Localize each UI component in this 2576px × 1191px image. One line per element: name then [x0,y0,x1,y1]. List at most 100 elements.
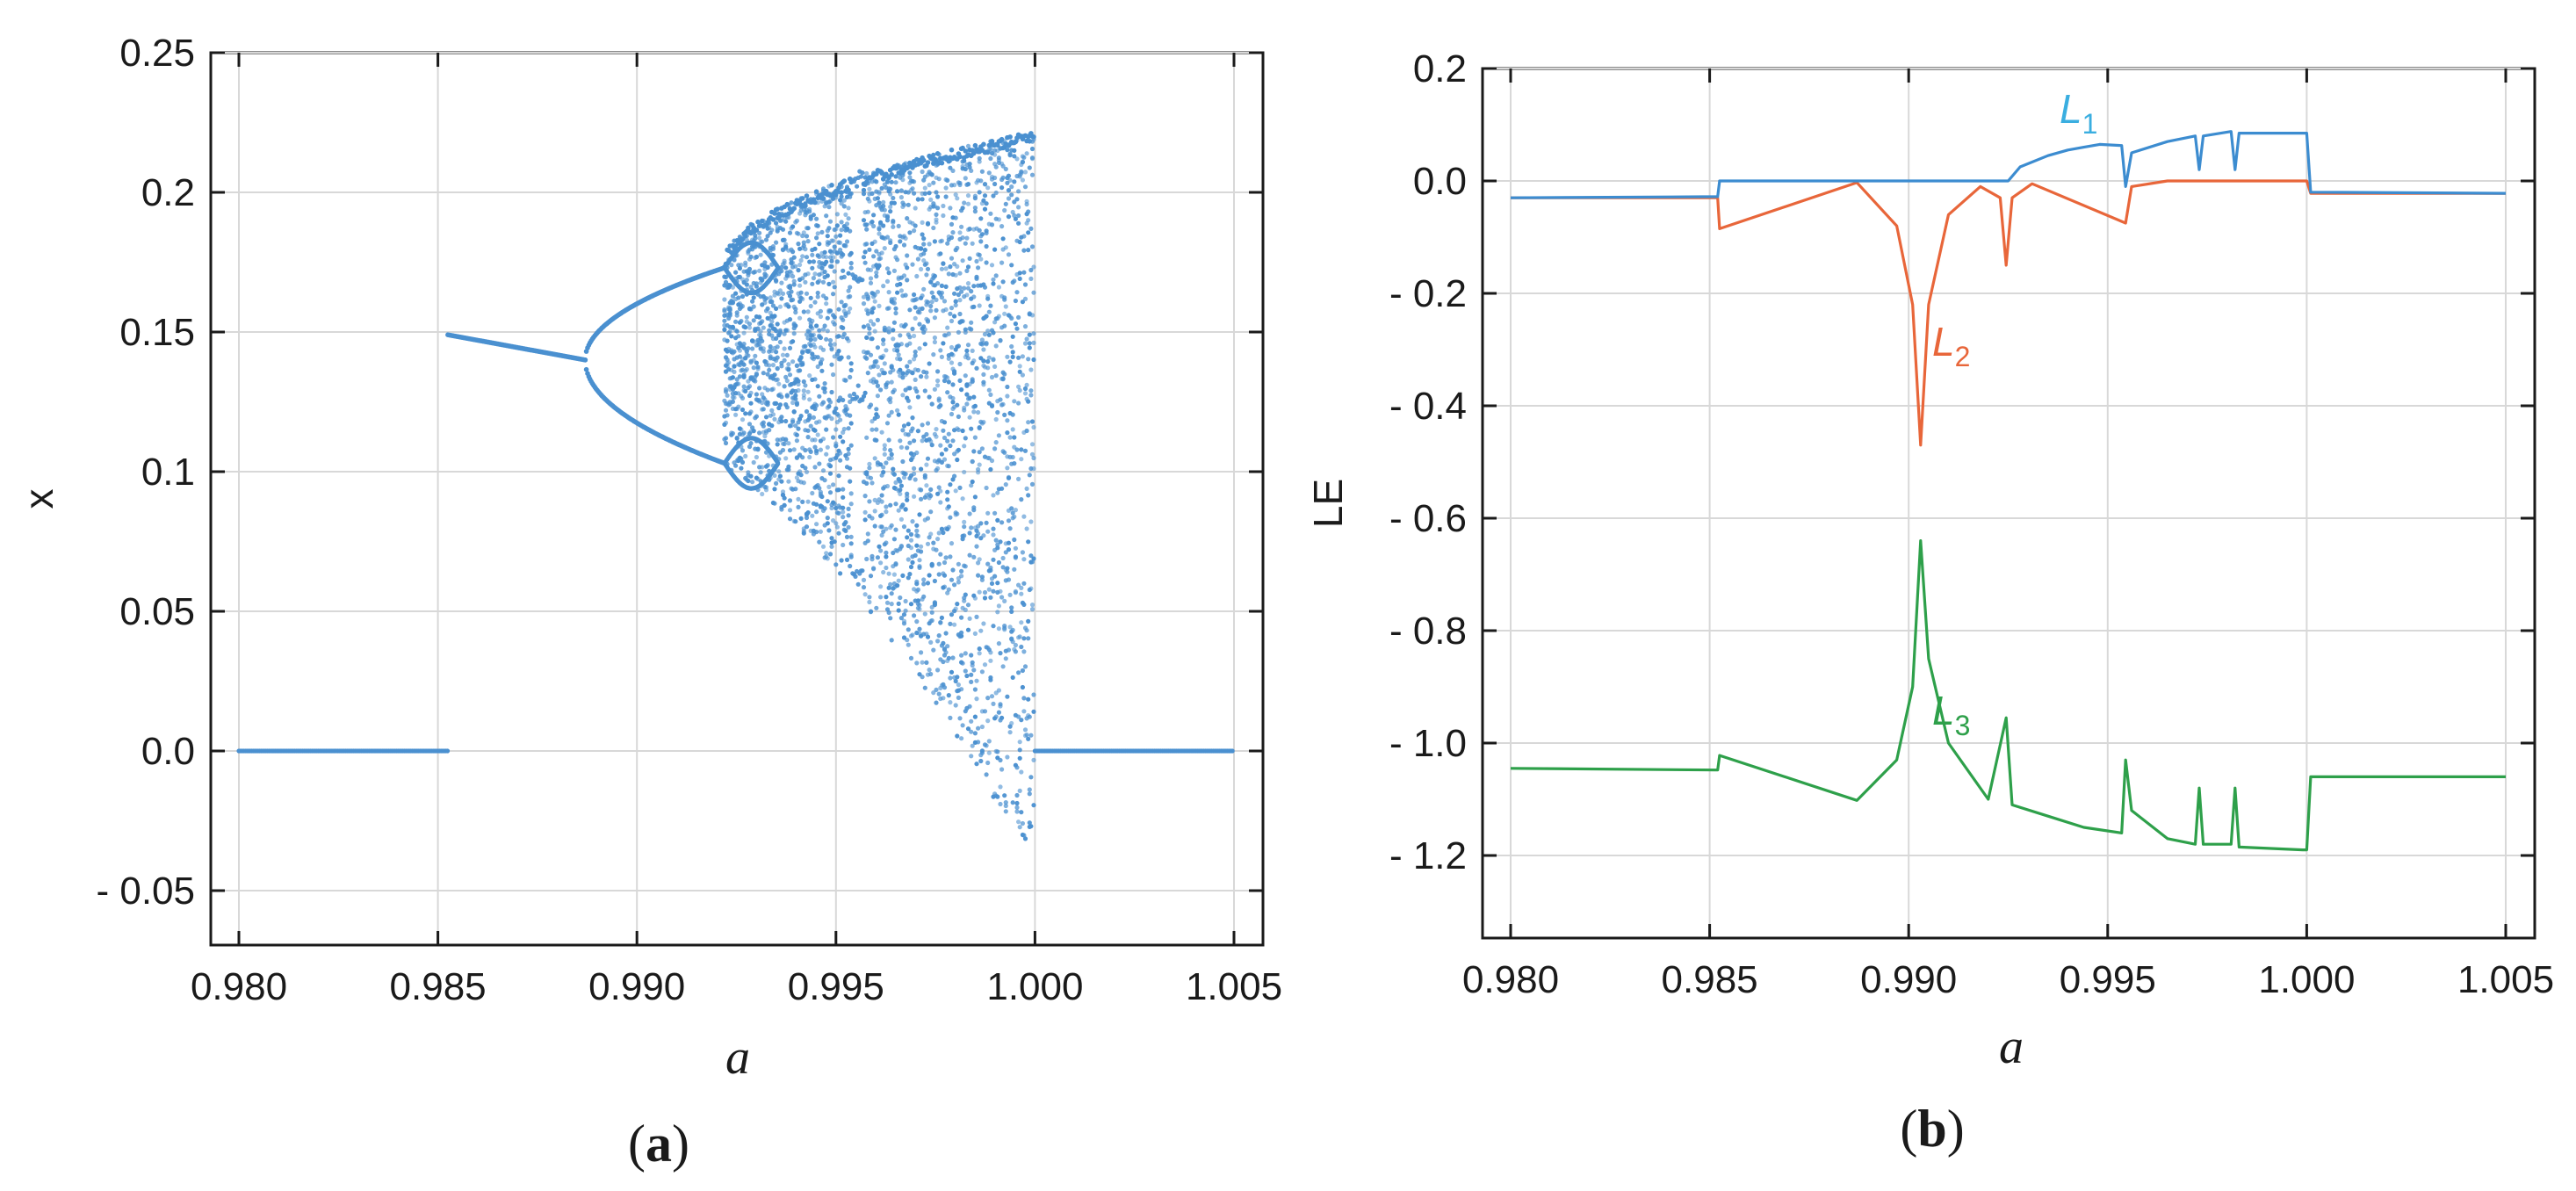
orbit-point [754,254,760,260]
orbit-point [1000,565,1006,570]
orbit-point [955,245,960,250]
orbit-point [1029,603,1035,608]
panel-a-x-axis-label: a [725,1030,750,1085]
orbit-point [891,320,898,325]
orbit-point [796,426,801,431]
orbit-point [1028,267,1034,273]
orbit-point [790,224,796,229]
orbit-point [927,183,932,188]
orbit-point [991,281,996,286]
orbit-point [763,415,769,420]
orbit-point [1014,197,1020,202]
orbit-point [886,413,891,418]
orbit-point [945,438,950,444]
orbit-point [867,461,872,467]
orbit-point [865,538,870,544]
orbit-point [844,534,850,540]
orbit-point [871,223,877,229]
orbit-point [862,517,868,523]
orbit-point [982,709,988,714]
orbit-point [855,394,860,400]
orbit-point [977,155,982,161]
orbit-point [1000,401,1006,407]
orbit-point [1017,825,1022,830]
orbit-point [868,319,874,324]
orbit-point [874,605,879,610]
orbit-point [906,202,911,207]
orbit-point [734,253,740,258]
orbit-point [810,318,815,323]
orbit-point [970,743,975,748]
orbit-point [751,365,756,371]
orbit-point [1012,154,1017,159]
orbit-point [779,394,784,400]
orbit-point [1006,252,1012,257]
orbit-point [941,696,946,701]
orbit-point [782,495,787,501]
orbit-point [869,220,875,225]
orbit-point [1022,836,1028,841]
orbit-point [774,240,779,245]
orbit-point [765,306,770,311]
orbit-point [1028,226,1034,231]
orbit-point [861,585,867,590]
orbit-point [974,697,979,702]
orbit-point [921,251,927,256]
orbit-point [946,464,951,469]
orbit-point [732,369,737,374]
orbit-point [790,400,796,406]
orbit-point [815,231,820,236]
orbit-point [972,714,978,719]
orbit-point [767,428,772,433]
orbit-point [934,547,939,552]
orbit-point [831,255,836,260]
orbit-point [767,468,772,473]
orbit-point [860,278,865,283]
orbit-point [998,704,1003,709]
orbit-point [1016,819,1021,825]
orbit-point [941,213,946,219]
orbit-point [935,537,941,542]
orbit-point [946,587,951,592]
orbit-point [995,542,1000,547]
orbit-point [862,390,868,395]
orbit-point [915,256,920,262]
orbit-point [825,328,830,334]
orbit-point [938,348,943,353]
orbit-point [878,462,884,467]
orbit-point [964,235,970,241]
orbit-point [1029,607,1035,612]
orbit-point [939,160,945,166]
orbit-point [790,260,796,265]
panel-b-x-axis-label: a [1999,1020,2024,1074]
orbit-point [755,219,761,225]
orbit-point [803,279,808,285]
orbit-point [1002,624,1007,629]
orbit-point [808,449,813,454]
orbit-point [985,359,991,365]
orbit-point [741,362,747,367]
orbit-point [797,262,803,268]
orbit-point [848,413,853,418]
orbit-point [820,279,826,285]
orbit-point [978,521,984,526]
orbit-point [1021,234,1027,239]
orbit-point [729,334,734,339]
orbit-point [841,509,846,515]
orbit-point [846,288,851,293]
orbit-point [817,539,822,545]
orbit-point [995,749,1000,754]
orbit-point [995,142,1000,148]
orbit-point [1021,649,1027,654]
orbit-point [945,241,950,246]
orbit-point [985,365,991,371]
orbit-point [769,227,775,233]
orbit-point [981,621,986,626]
orbit-point [770,252,776,258]
orbit-point [957,285,963,291]
orbit-point [912,333,917,339]
orbit-point [1029,419,1035,424]
orbit-point [943,284,949,289]
orbit-point [999,767,1005,772]
